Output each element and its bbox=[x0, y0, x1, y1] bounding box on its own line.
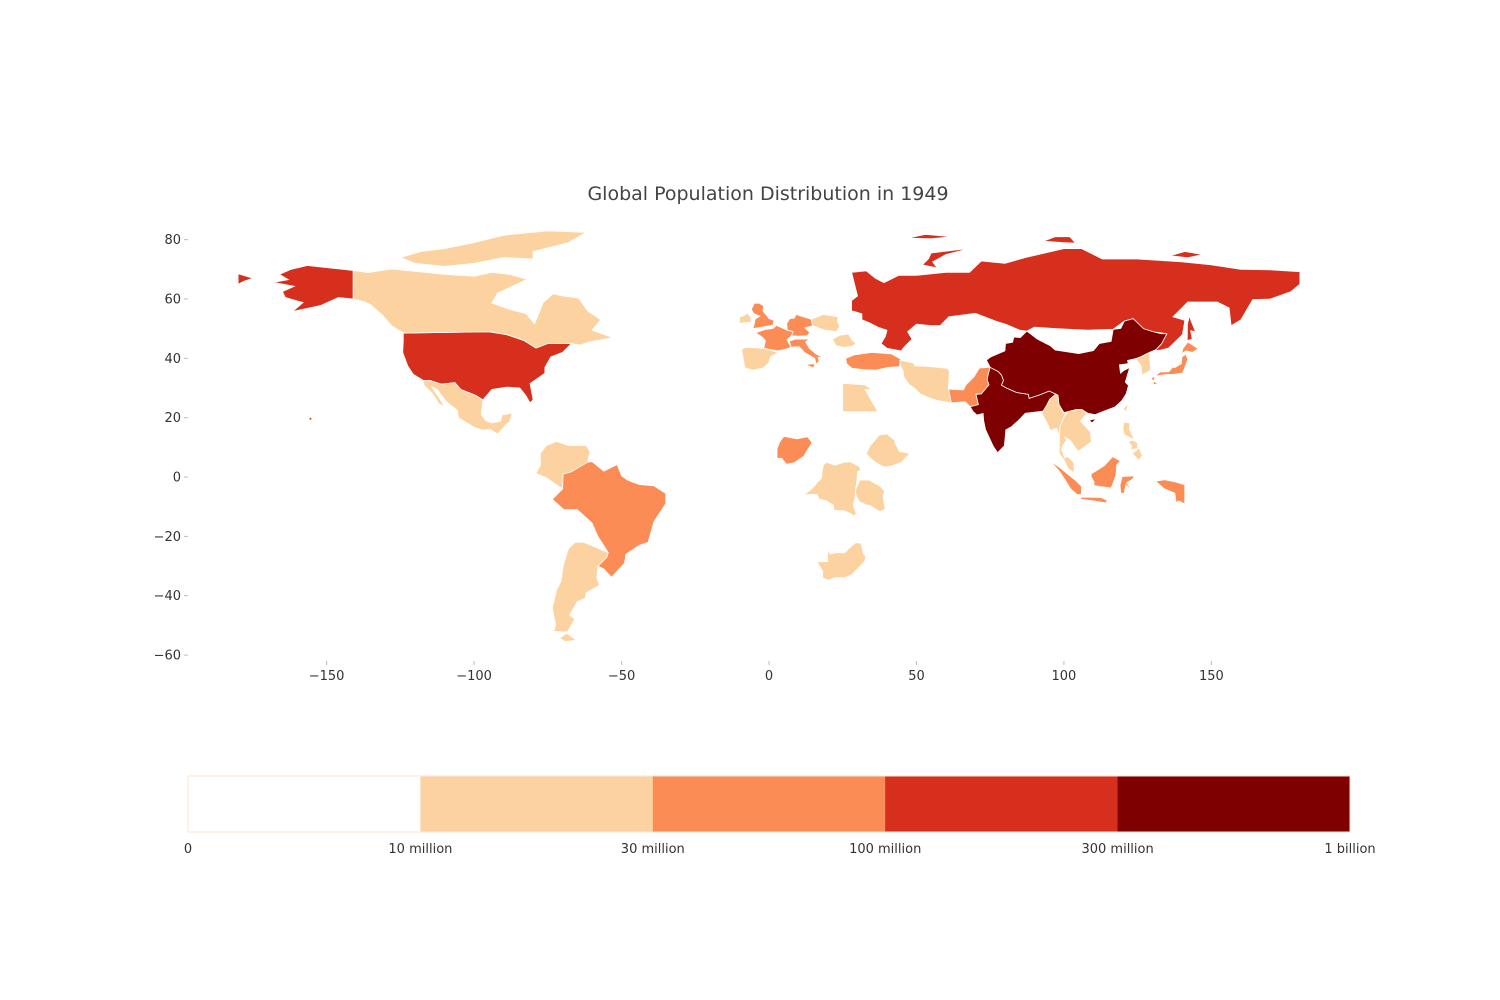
region-canada bbox=[352, 268, 615, 349]
region-java bbox=[1078, 496, 1108, 504]
colorbar-tick-label: 30 million bbox=[621, 842, 685, 857]
region-severnaya-zemlya bbox=[1043, 236, 1077, 244]
region-philippines-visayas bbox=[1127, 439, 1139, 450]
colorbar-bin-0 bbox=[188, 776, 421, 832]
x-tick-label: −100 bbox=[456, 669, 492, 684]
region-italy bbox=[788, 338, 824, 366]
y-tick-label: 60 bbox=[164, 293, 181, 308]
region-japan-hokkaido bbox=[1181, 341, 1199, 355]
region-canada-arctic bbox=[399, 230, 588, 267]
region-hainan bbox=[1088, 417, 1098, 424]
y-tick-label: 20 bbox=[164, 411, 181, 426]
x-tick-label: 0 bbox=[765, 669, 773, 684]
country-layer bbox=[237, 230, 1301, 643]
region-novaya-zemlya bbox=[921, 248, 970, 269]
y-tick-label: −20 bbox=[154, 530, 181, 545]
y-tick-label: −60 bbox=[154, 649, 181, 664]
region-russia bbox=[851, 248, 1301, 352]
colorbar-tick-label: 1 billion bbox=[1324, 842, 1375, 857]
region-spain-portugal bbox=[741, 346, 780, 371]
y-tick-label: 80 bbox=[164, 233, 181, 248]
region-china bbox=[985, 318, 1168, 416]
region-japan-honshu bbox=[1153, 353, 1189, 377]
region-new-guinea bbox=[1154, 479, 1186, 505]
region-sicily bbox=[804, 363, 816, 369]
region-iran bbox=[899, 359, 952, 404]
region-sulawesi bbox=[1119, 472, 1139, 494]
region-philippines-luzon bbox=[1122, 421, 1136, 441]
x-tick-label: 150 bbox=[1199, 669, 1224, 684]
region-franz-josef-land bbox=[907, 233, 952, 240]
region-egypt bbox=[842, 382, 879, 413]
region-thailand-indochina bbox=[1058, 408, 1092, 474]
colorbar-bin-1 bbox=[420, 776, 654, 832]
y-tick-label: −40 bbox=[154, 589, 181, 604]
region-argentina bbox=[551, 541, 609, 633]
region-sakhalin bbox=[1186, 314, 1197, 342]
colorbar-bin-4 bbox=[1117, 776, 1351, 832]
region-ethiopia bbox=[865, 433, 911, 468]
colorbar-tick-label: 300 million bbox=[1081, 842, 1153, 857]
region-tierra-del-fuego bbox=[558, 632, 578, 643]
x-tick-label: 100 bbox=[1052, 669, 1077, 684]
region-korea bbox=[1134, 351, 1152, 376]
chart-title: Global Population Distribution in 1949 bbox=[587, 183, 948, 205]
region-turkey bbox=[845, 351, 902, 371]
region-south-africa bbox=[816, 542, 867, 581]
region-sumatra bbox=[1049, 460, 1083, 495]
colorbar-bin-3 bbox=[885, 776, 1119, 832]
region-hawaii-oahu bbox=[300, 412, 305, 416]
colorbar-tick-label: 100 million bbox=[849, 842, 921, 857]
colorbar-frame bbox=[187, 775, 1351, 833]
region-tanzania bbox=[854, 479, 886, 512]
region-alaska bbox=[273, 265, 354, 312]
x-tick-label: 50 bbox=[908, 669, 925, 684]
region-new-siberian-islands bbox=[1169, 251, 1203, 259]
region-taiwan bbox=[1122, 402, 1129, 413]
region-romania bbox=[831, 333, 857, 348]
region-hawaii bbox=[308, 416, 313, 421]
region-brazil bbox=[551, 461, 667, 578]
y-tick-label: 0 bbox=[173, 471, 181, 486]
region-japan-kyushu bbox=[1149, 375, 1159, 385]
region-nigeria bbox=[776, 435, 813, 465]
region-united-kingdom bbox=[750, 302, 775, 330]
colorbar-legend: 0 10 million 30 million 100 million 300 mill… bbox=[184, 775, 1376, 857]
colorbar-tick-label: 0 bbox=[184, 842, 192, 857]
colorbar-tick-label: 10 million bbox=[388, 842, 452, 857]
region-borneo bbox=[1090, 456, 1122, 489]
region-mexico bbox=[423, 380, 513, 435]
region-congo bbox=[804, 461, 861, 517]
region-ireland bbox=[738, 312, 752, 324]
region-chukotka bbox=[237, 273, 255, 285]
region-philippines-mindanao bbox=[1128, 447, 1143, 462]
x-tick-label: −150 bbox=[309, 669, 345, 684]
y-tick-label: 40 bbox=[164, 352, 181, 367]
region-poland bbox=[810, 313, 841, 333]
colorbar-bin-2 bbox=[652, 776, 886, 832]
x-tick-label: −50 bbox=[608, 669, 635, 684]
axes: −150 −100 −50 0 50 100 150 80 60 40 20 0 −20 −40 −60 bbox=[154, 233, 1224, 684]
